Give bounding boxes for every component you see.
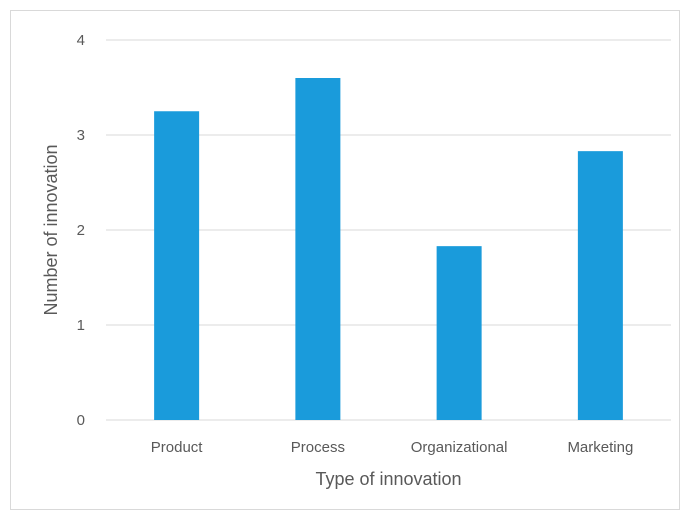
gridlines: [106, 39, 671, 421]
bar-product: [154, 111, 200, 420]
bars: [154, 78, 623, 420]
y-tick-label: 3: [77, 127, 85, 144]
bar-marketing: [577, 151, 623, 420]
y-axis-title: Number of innovation: [41, 144, 61, 315]
x-tick-label: Organizational: [411, 439, 508, 456]
x-axis-title: Type of innovation: [315, 469, 461, 489]
x-tick-label: Product: [151, 439, 204, 456]
bar-organizational: [436, 246, 482, 420]
x-tick-label: Process: [291, 439, 345, 456]
y-tick-label: 0: [77, 412, 85, 429]
y-axis-ticks: 0 1 2 3 4: [77, 32, 85, 429]
chart-frame: 0 1 2 3 4 Product Process Organizational Market…: [10, 10, 680, 510]
x-axis-ticks: Product Process Organizational Marketing: [151, 439, 634, 456]
bar-chart: 0 1 2 3 4 Product Process Organizational Market…: [41, 32, 671, 489]
y-tick-label: 1: [77, 317, 85, 334]
y-tick-label: 4: [77, 32, 85, 49]
bar-process: [295, 78, 341, 420]
y-tick-label: 2: [77, 222, 85, 239]
x-tick-label: Marketing: [567, 439, 633, 456]
